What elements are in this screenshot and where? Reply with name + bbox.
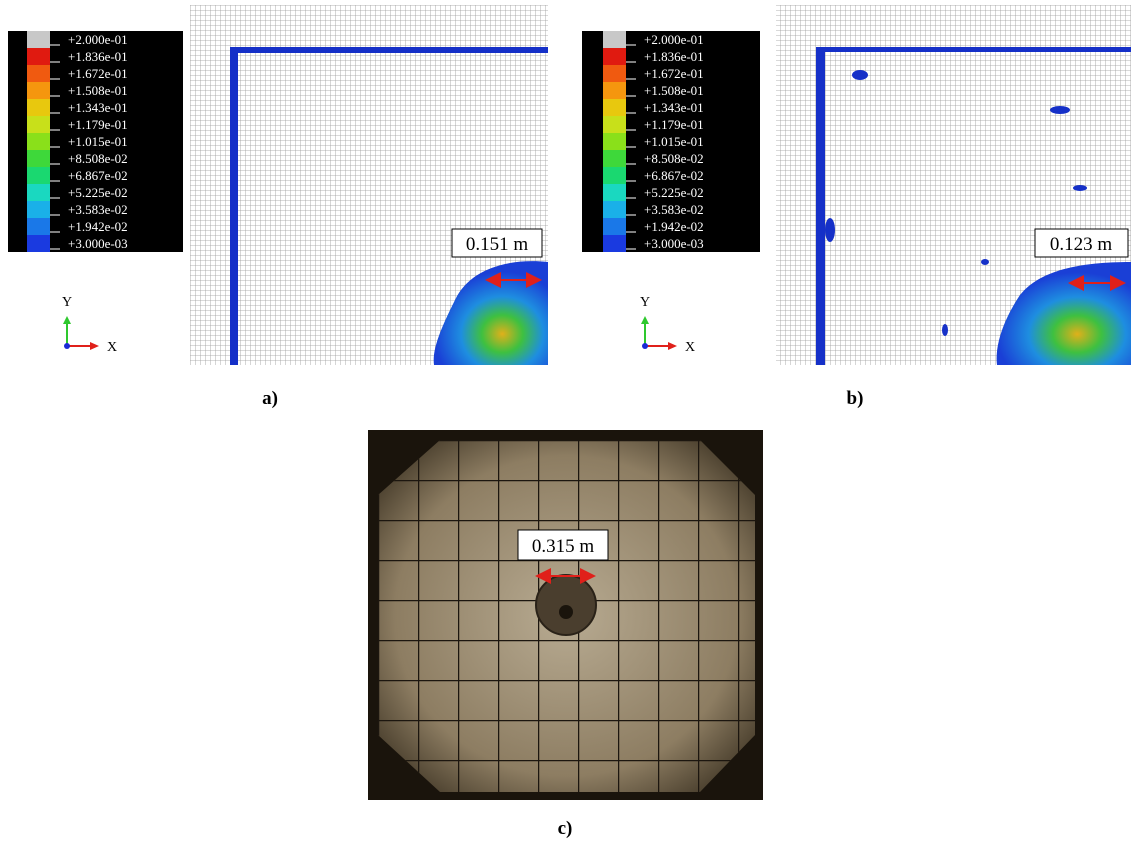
axis-y: Y xyxy=(640,295,650,310)
legend-label: +2.000e-01 xyxy=(644,32,704,47)
legend-swatch xyxy=(27,167,50,184)
legend-swatch xyxy=(603,65,626,82)
legend-label: +5.225e-02 xyxy=(68,185,128,200)
annotation: 0.123 m xyxy=(1050,234,1113,255)
legend-label: +1.508e-01 xyxy=(68,83,128,98)
legend-label: +1.015e-01 xyxy=(644,134,704,149)
legend-label: +1.343e-01 xyxy=(68,100,128,115)
legend-swatch xyxy=(603,133,626,150)
legend-swatch xyxy=(603,116,626,133)
legend-label: +1.179e-01 xyxy=(644,117,704,132)
axis-y: Y xyxy=(62,295,72,310)
legend-swatch xyxy=(603,184,626,201)
legend-swatch xyxy=(603,150,626,167)
legend-swatch xyxy=(27,218,50,235)
legend-swatch xyxy=(603,201,626,218)
annotation: 0.315 m xyxy=(532,536,595,557)
axis-x: X xyxy=(685,340,695,355)
legend-label: +1.179e-01 xyxy=(68,117,128,132)
legend-swatch xyxy=(603,218,626,235)
legend-label: +1.508e-01 xyxy=(644,83,704,98)
legend-label: +1.942e-02 xyxy=(68,219,128,234)
legend-swatch xyxy=(603,31,626,48)
legend-swatch xyxy=(27,201,50,218)
panel-label: c) xyxy=(558,818,573,839)
annotation-box xyxy=(517,529,609,561)
annotation-box xyxy=(451,228,543,258)
legend-label: +1.836e-01 xyxy=(644,49,704,64)
legend-swatch xyxy=(603,167,626,184)
legend-label: +8.508e-02 xyxy=(68,151,128,166)
legend-label: +6.867e-02 xyxy=(68,168,128,183)
legend-swatch xyxy=(27,184,50,201)
legend-label: +1.672e-01 xyxy=(644,66,704,81)
legend-label: +3.583e-02 xyxy=(68,202,128,217)
panel-a: +2.000e-01 +1.836e-01 +1.672e-01 +1.508e-01… xyxy=(8,5,548,409)
legend-label: +6.867e-02 xyxy=(644,168,704,183)
legend-label: +1.343e-01 xyxy=(644,100,704,115)
legend-label: +3.000e-03 xyxy=(644,236,704,251)
panel-label: b) xyxy=(847,388,864,409)
legend-label: +1.015e-01 xyxy=(68,134,128,149)
legend-label: +2.000e-01 xyxy=(68,32,128,47)
triad xyxy=(63,316,99,350)
legend-label: +3.000e-03 xyxy=(68,236,128,251)
annotation-box xyxy=(1034,228,1129,258)
legend-swatch xyxy=(603,82,626,99)
legend-swatch xyxy=(27,235,50,252)
panel-label: a) xyxy=(262,388,278,409)
legend-swatch xyxy=(603,48,626,65)
legend-swatch xyxy=(27,48,50,65)
legend-label: +1.672e-01 xyxy=(68,66,128,81)
panel-c: 0.315 m c) xyxy=(368,430,763,839)
legend-label: +5.225e-02 xyxy=(644,185,704,200)
legend-label: +1.942e-02 xyxy=(644,219,704,234)
legend-swatch xyxy=(27,65,50,82)
legend-swatch xyxy=(27,31,50,48)
triad xyxy=(641,316,677,350)
legend-label: +8.508e-02 xyxy=(644,151,704,166)
legend-swatch xyxy=(603,99,626,116)
legend-swatch xyxy=(603,235,626,252)
drain-hole xyxy=(559,605,573,619)
legend-swatch xyxy=(27,116,50,133)
legend-label: +3.583e-02 xyxy=(644,202,704,217)
panel-b: +2.000e-01 +1.836e-01 +1.672e-01 +1.508e-01… xyxy=(582,5,1131,409)
wet-spots xyxy=(825,70,1087,336)
legend-swatch xyxy=(27,82,50,99)
legend-swatch xyxy=(27,99,50,116)
legend: +2.000e-01 +1.836e-01 +1.672e-01 +1.508e-01… xyxy=(603,31,704,252)
legend-label: +1.836e-01 xyxy=(68,49,128,64)
axis-x: X xyxy=(107,340,117,355)
legend-swatch xyxy=(27,150,50,167)
legend-swatch xyxy=(27,133,50,150)
annotation: 0.151 m xyxy=(466,234,529,255)
legend: +2.000e-01 +1.836e-01 +1.672e-01 +1.508e-01… xyxy=(27,31,128,252)
